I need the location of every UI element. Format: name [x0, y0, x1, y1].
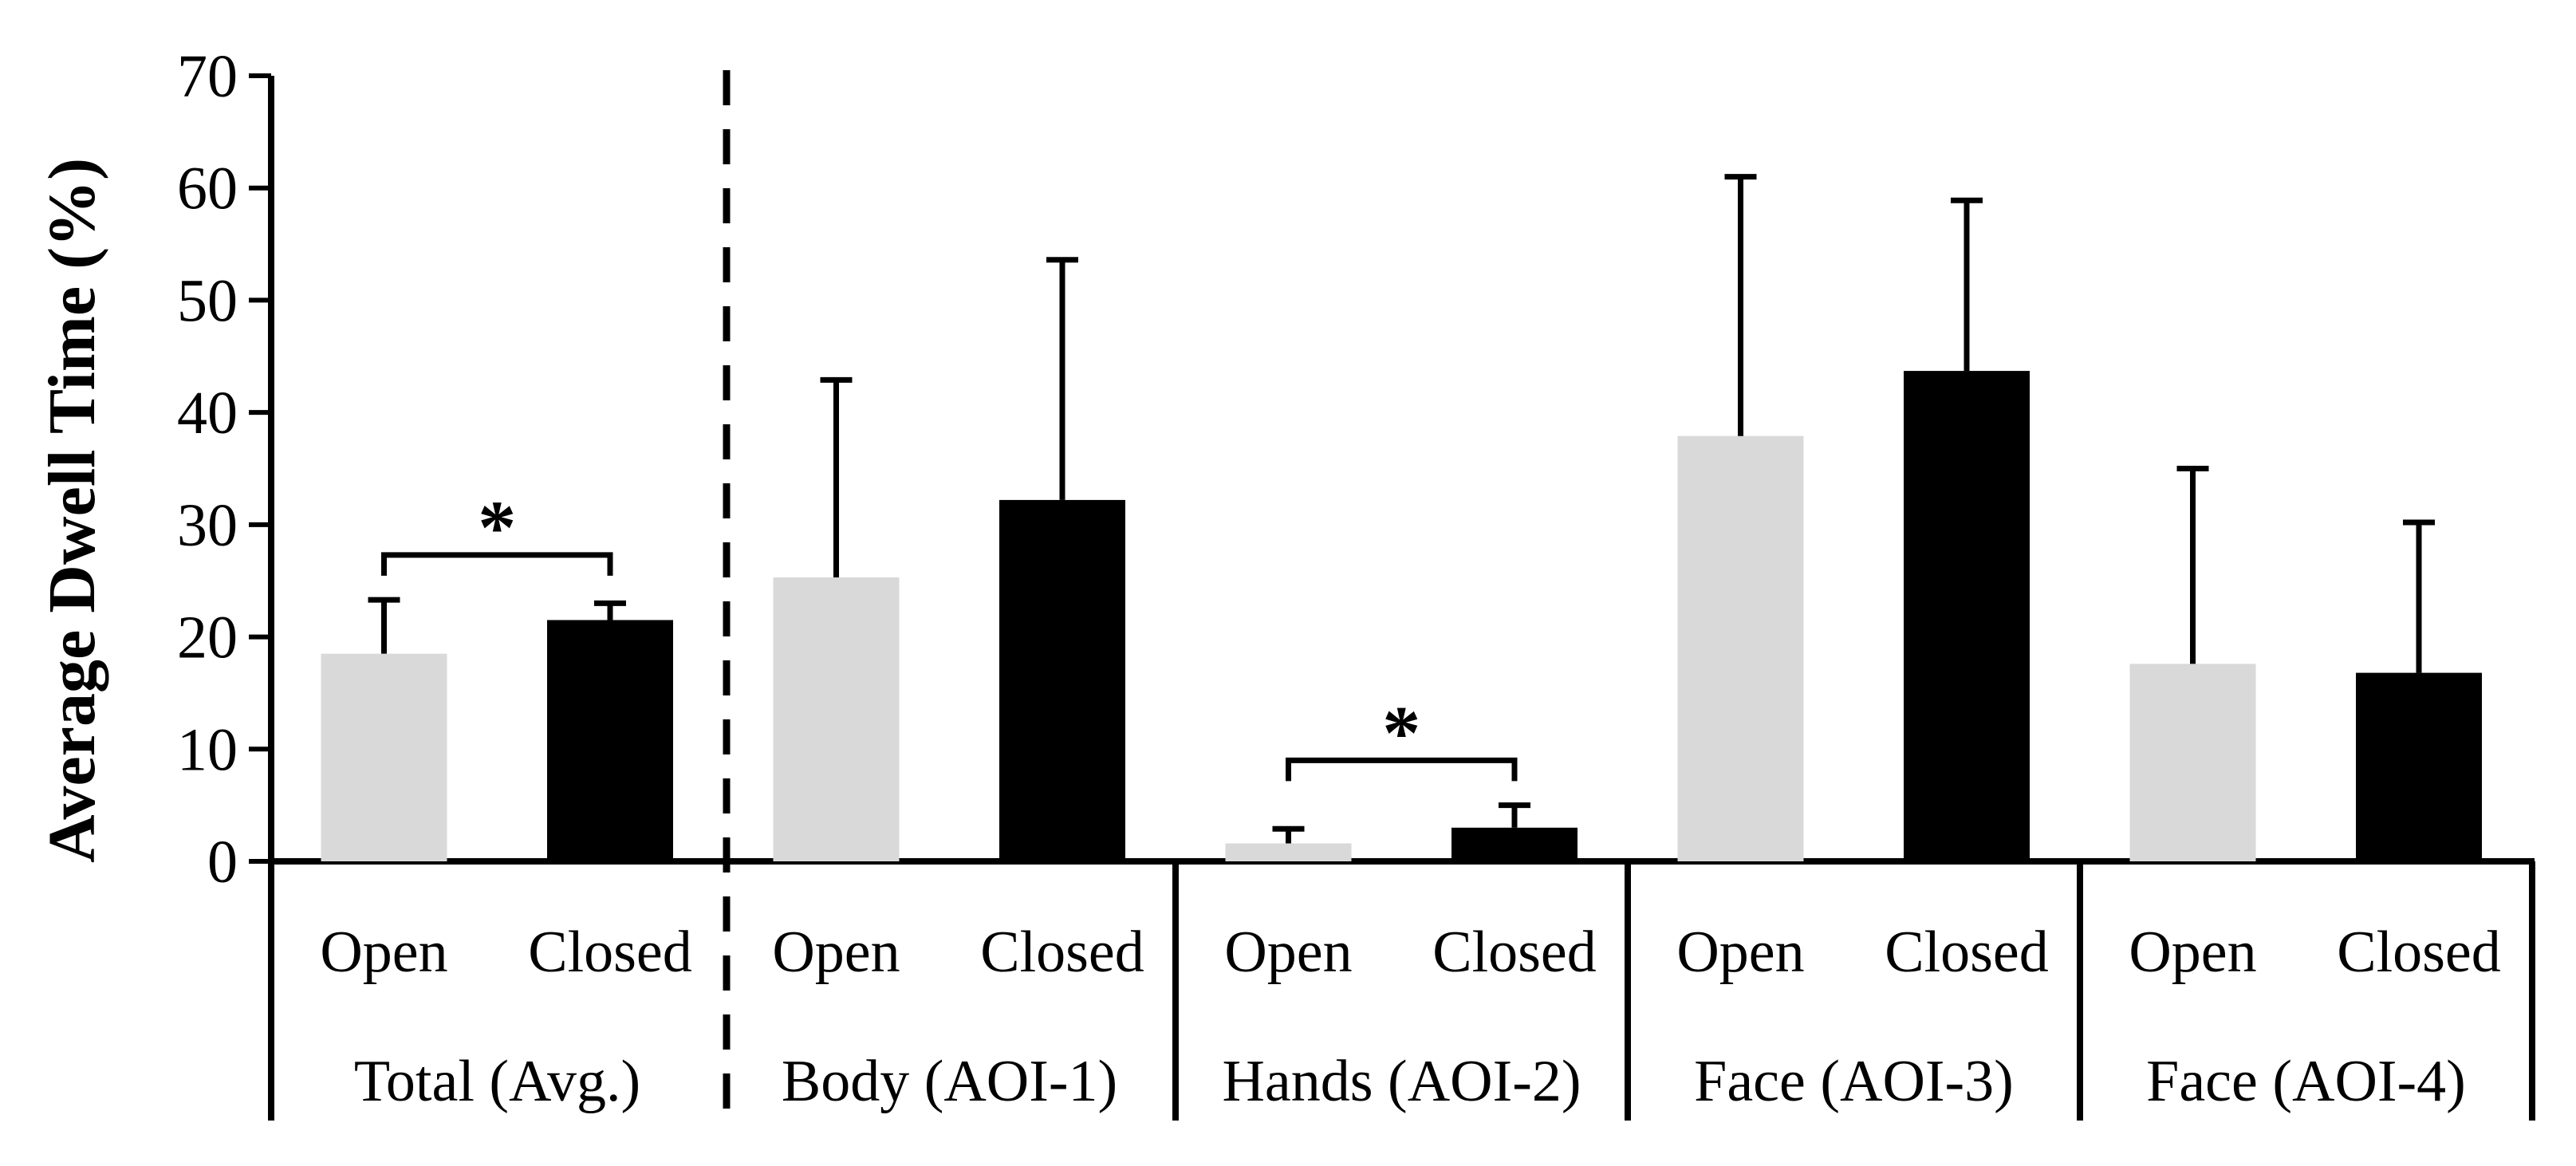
group-label: Face (AOI-4): [2146, 1049, 2466, 1114]
bar: [999, 499, 1125, 861]
group-label: Body (AOI-1): [782, 1049, 1117, 1114]
significance-star: *: [1382, 690, 1420, 775]
bar-label: Closed: [528, 920, 692, 985]
bar: [321, 653, 447, 861]
bar: [2129, 664, 2256, 861]
group-label: Face (AOI-3): [1694, 1049, 2014, 1114]
bar: [1451, 827, 1578, 861]
bar-label: Closed: [1432, 920, 1597, 985]
category-labels: Open Closed Total (Avg.) Open Closed Body (AO…: [320, 920, 2500, 1114]
bar-label: Closed: [980, 920, 1144, 985]
y-tick-label: 20: [177, 605, 238, 672]
bar-label: Open: [1676, 920, 1804, 985]
y-tick-label: 50: [177, 267, 238, 334]
error-bars: [368, 174, 2435, 844]
group-label: Total (Avg.): [354, 1049, 640, 1114]
y-tick-label: 70: [177, 43, 238, 110]
bar: [2356, 672, 2482, 861]
bar: [1225, 843, 1352, 861]
bars: [321, 371, 2482, 861]
y-axis-label: Average Dwell Time (%): [35, 158, 109, 863]
bar-label: Closed: [2337, 920, 2501, 985]
bar-label: Open: [320, 920, 447, 985]
y-ticks: 0 10 20 30 40 50 60 70: [177, 43, 271, 896]
group-label: Hands (AOI-2): [1222, 1049, 1581, 1114]
significance-brackets: **: [381, 485, 1518, 782]
y-tick-label: 0: [207, 829, 238, 896]
bar-label: Open: [1224, 920, 1352, 985]
bar: [773, 577, 900, 861]
bar: [1904, 371, 2030, 861]
y-tick-label: 10: [177, 716, 238, 783]
bar-label: Open: [2129, 920, 2256, 985]
significance-star: *: [478, 485, 516, 570]
y-tick-label: 60: [177, 156, 238, 223]
bar-label: Closed: [1885, 920, 2049, 985]
bar-label: Open: [772, 920, 900, 985]
significance-bracket: [381, 552, 613, 576]
significance-bracket: [1286, 757, 1518, 782]
y-tick-label: 30: [177, 492, 238, 559]
bar: [547, 620, 673, 861]
bar: [1677, 435, 1804, 861]
y-tick-label: 40: [177, 380, 238, 447]
